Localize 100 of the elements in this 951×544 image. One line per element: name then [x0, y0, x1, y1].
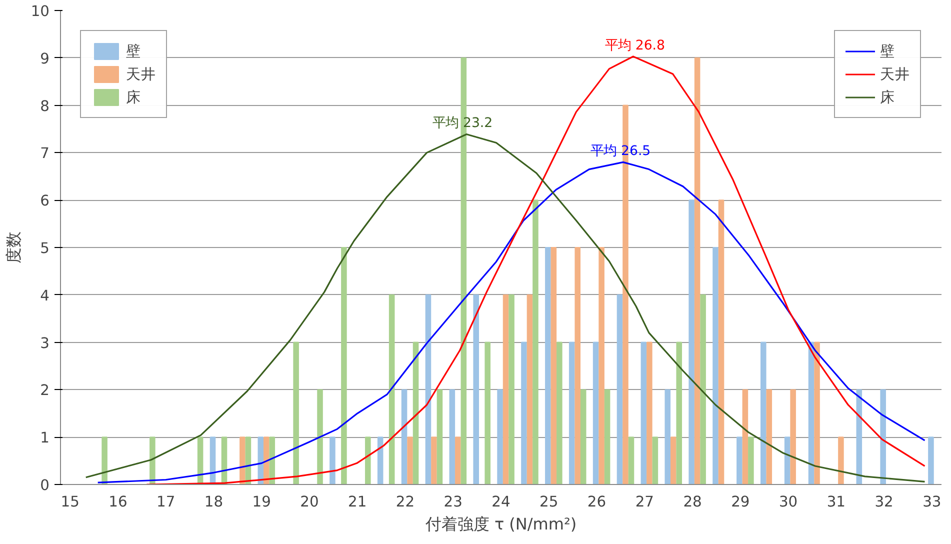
- bar: [592, 342, 599, 484]
- x-tick-label: 19: [252, 494, 271, 510]
- bar: [814, 342, 820, 484]
- bar: [736, 436, 742, 484]
- bar: [670, 436, 676, 484]
- legend-label: 壁: [126, 42, 142, 60]
- legend-label: 床: [880, 88, 896, 106]
- bar: [388, 294, 395, 484]
- bar: [766, 389, 772, 484]
- bar: [258, 436, 264, 484]
- legend-label: 天井: [880, 64, 910, 84]
- x-tick-label: 32: [874, 494, 894, 510]
- x-tick-label: 30: [778, 494, 798, 510]
- bar: [436, 389, 443, 484]
- bar: [748, 436, 754, 484]
- bar: [269, 436, 276, 484]
- bar: [646, 342, 652, 484]
- x-tick-label: 20: [300, 494, 319, 510]
- legend-label: 天井: [126, 64, 156, 84]
- bar: [784, 436, 790, 484]
- bar: [317, 389, 323, 484]
- y-tick-label: 3: [40, 334, 50, 352]
- x-tick-label: 15: [60, 494, 80, 510]
- bar: [574, 247, 581, 484]
- x-tick-label: 24: [492, 494, 510, 510]
- bar: [407, 436, 413, 484]
- bar: [556, 342, 562, 484]
- x-axis-title: 付着強度 τ (N/mm²): [424, 514, 577, 534]
- bar: [508, 294, 514, 484]
- bar: [808, 342, 814, 484]
- y-tick-label: 0: [40, 477, 50, 494]
- bar: [652, 436, 658, 484]
- x-tick-label: 16: [108, 494, 128, 510]
- bar: [545, 247, 551, 484]
- bar: [455, 436, 461, 484]
- bar: [688, 200, 694, 484]
- bar: [640, 342, 647, 484]
- x-tick-label: 29: [731, 494, 750, 510]
- y-tick-label: 8: [40, 98, 50, 115]
- bar: [712, 247, 718, 484]
- bar: [401, 389, 408, 484]
- bar: [580, 389, 586, 484]
- x-tick-label: 26: [587, 494, 606, 510]
- x-tick-label: 17: [156, 494, 176, 510]
- bar: [664, 389, 671, 484]
- bar: [502, 294, 509, 484]
- bar: [604, 389, 610, 484]
- bar: [365, 436, 371, 484]
- y-tick-label: 4: [40, 287, 50, 304]
- y-axis-title: 度数: [4, 232, 23, 264]
- y-tick-label: 1: [40, 430, 50, 447]
- bar: [838, 436, 844, 484]
- legend-label: 壁: [880, 42, 896, 60]
- bar: [790, 389, 796, 484]
- bar: [102, 436, 108, 484]
- y-tick-label: 6: [40, 192, 50, 210]
- x-tick-label: 31: [826, 494, 846, 510]
- x-tick-label: 22: [396, 494, 415, 510]
- x-tick-label: 25: [540, 494, 558, 510]
- bar: [497, 389, 503, 484]
- bar: [760, 342, 766, 484]
- legend-label: 床: [126, 88, 142, 106]
- x-tick-label: 23: [444, 494, 462, 510]
- bar: [694, 57, 700, 484]
- annotation: 平均 23.2: [432, 116, 493, 132]
- x-tick-label: 33: [922, 494, 942, 510]
- annotation: 平均 26.5: [590, 144, 651, 160]
- y-tick-label: 10: [30, 3, 50, 20]
- bar: [377, 436, 384, 484]
- x-tick-label: 27: [635, 494, 654, 510]
- bar: [700, 294, 706, 484]
- annotation: 平均 26.8: [605, 38, 666, 54]
- bar: [521, 342, 527, 484]
- bar: [473, 294, 479, 484]
- x-tick-label: 21: [348, 494, 367, 510]
- bar: [598, 247, 604, 484]
- bar: [532, 200, 538, 484]
- bar: [449, 389, 456, 484]
- x-tick-label: 28: [683, 494, 702, 510]
- bar: [676, 342, 682, 484]
- bar: [550, 247, 557, 484]
- bar: [484, 342, 490, 484]
- y-tick-label: 9: [40, 50, 50, 68]
- bar: [412, 342, 419, 484]
- y-tick-label: 2: [40, 382, 50, 400]
- y-tick-label: 5: [40, 240, 50, 257]
- bar: [425, 294, 432, 484]
- bar: [293, 342, 299, 484]
- bar: [628, 436, 634, 484]
- y-tick-label: 7: [40, 145, 50, 162]
- bar: [150, 436, 156, 484]
- bar: [431, 436, 437, 484]
- bar: [718, 200, 724, 484]
- bar: [240, 436, 246, 484]
- bar: [526, 294, 533, 484]
- bar: [616, 294, 623, 484]
- bar: [568, 342, 575, 484]
- bar: [330, 436, 336, 484]
- bar: [928, 436, 934, 484]
- x-tick-label: 18: [204, 494, 224, 510]
